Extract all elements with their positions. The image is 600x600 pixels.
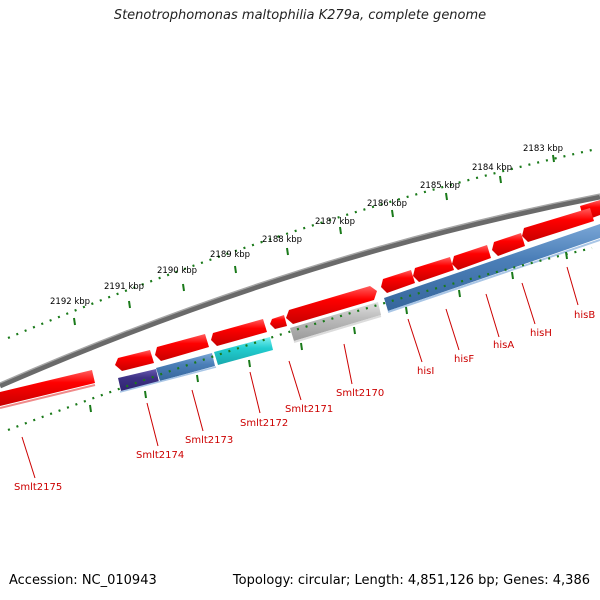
gene-hisA-arrow[interactable] [492, 233, 525, 256]
gene-hisF-arrow[interactable] [452, 245, 491, 270]
gene-Smlt2174-arrow[interactable] [115, 350, 154, 371]
gene-label-Smlt2170[interactable]: Smlt2170 [336, 388, 384, 399]
scale-major-ticks [73, 154, 555, 326]
scale-label-2190: 2190 kbp [157, 266, 197, 276]
genome-title: Stenotrophomonas maltophilia K279a, comp… [113, 8, 487, 23]
reverse-strand-genes [118, 224, 600, 393]
gene-label-Smlt2171[interactable]: Smlt2171 [285, 404, 333, 415]
genome-summary-text: Topology: circular; Length: 4,851,126 bp… [232, 573, 590, 588]
gene-label-hisI[interactable]: hisI [417, 366, 434, 377]
scale-label-2188: 2188 kbp [262, 235, 302, 245]
scale-label-2186: 2186 kbp [367, 199, 407, 209]
gene-Smlt2172-arrow[interactable] [211, 319, 267, 346]
forward-strand-genes [0, 200, 600, 409]
gene-hisH-arrow[interactable] [522, 208, 594, 242]
gene-label-hisB[interactable]: hisB [574, 310, 595, 321]
gene-hisI-arrow[interactable] [413, 257, 454, 282]
genome-backbone [0, 193, 600, 389]
accession-text: Accession: NC_010943 [9, 573, 157, 588]
gene-his-operon-bar[interactable] [384, 224, 600, 311]
gene-labels: hisB hisH hisA hisF hisI Smlt2170 Smlt21… [14, 310, 595, 493]
gene-label-Smlt2173[interactable]: Smlt2173 [185, 435, 233, 446]
scale-label-2184: 2184 kbp [472, 163, 512, 173]
gene-label-Smlt2174[interactable]: Smlt2174 [136, 450, 184, 461]
gene-Smlt2170-arrow[interactable] [286, 286, 377, 324]
scale-label-2185: 2185 kbp [420, 181, 460, 191]
gene-Smlt2173-arrow[interactable] [155, 334, 209, 361]
label-leader-lines [21, 266, 579, 479]
gene-Smlt2171-arrow[interactable] [270, 315, 287, 329]
gene-Smlt2174-bar[interactable] [118, 369, 159, 391]
scale-label-2189: 2189 kbp [210, 250, 250, 260]
gene-label-Smlt2175[interactable]: Smlt2175 [14, 482, 62, 493]
scale-label-2187: 2187 kbp [315, 217, 355, 227]
gene-Smlt2172-bar[interactable] [214, 337, 273, 365]
gene-Smlt2175-arrow[interactable] [0, 370, 95, 406]
gene-Smlt2169-arrow[interactable] [381, 270, 415, 293]
scale-inner-major-ticks [89, 251, 568, 413]
scale-label-2192: 2192 kbp [50, 297, 90, 307]
gene-label-hisH[interactable]: hisH [530, 328, 552, 339]
scale-label-2183: 2183 kbp [523, 144, 563, 154]
gene-label-hisA[interactable]: hisA [493, 340, 514, 351]
gene-label-Smlt2172[interactable]: Smlt2172 [240, 418, 288, 429]
gene-label-hisF[interactable]: hisF [454, 354, 474, 365]
scale-labels: 2183 kbp 2184 kbp 2185 kbp 2186 kbp 2187… [50, 144, 563, 307]
scale-label-2191: 2191 kbp [104, 282, 144, 292]
gene-Smlt2173-bar[interactable] [156, 353, 215, 381]
